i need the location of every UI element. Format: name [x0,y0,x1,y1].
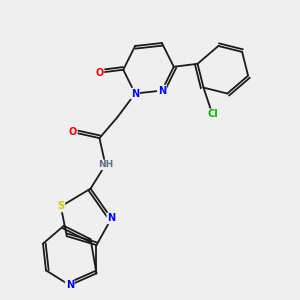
Text: S: S [57,202,64,212]
Text: N: N [158,85,166,96]
Text: O: O [69,127,77,137]
Text: N: N [107,213,116,224]
Text: NH: NH [98,160,113,169]
Text: Cl: Cl [207,109,218,119]
Text: O: O [95,68,104,78]
Text: N: N [66,280,74,290]
Text: N: N [131,88,139,98]
